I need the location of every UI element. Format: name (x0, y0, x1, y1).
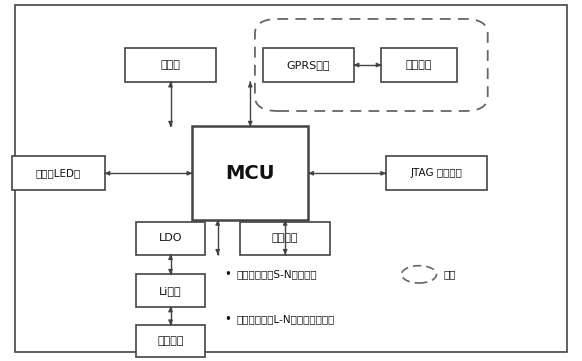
Text: 射频天线: 射频天线 (406, 60, 432, 70)
Text: GPRS模块: GPRS模块 (287, 60, 330, 70)
Text: 射频天线: 射频天线 (272, 233, 299, 243)
Bar (381, 48, 457, 82)
Bar (12, 156, 105, 191)
Text: MCU: MCU (225, 164, 275, 183)
Bar (192, 126, 308, 220)
Bar (240, 222, 331, 255)
Bar (263, 48, 354, 82)
Bar (125, 48, 215, 82)
Text: 部分: 部分 (443, 269, 456, 279)
Text: 传感器: 传感器 (161, 60, 180, 70)
Text: Li电池: Li电池 (159, 286, 182, 296)
Text: •: • (224, 268, 231, 281)
Text: 长距离节点（L-N）包含所有部分: 长距离节点（L-N）包含所有部分 (237, 314, 335, 325)
Text: JTAG 调试接口: JTAG 调试接口 (410, 168, 463, 178)
Bar (136, 325, 205, 357)
Bar (136, 222, 205, 255)
Text: 键盘和LED灯: 键盘和LED灯 (36, 168, 81, 178)
Text: 太阳能板: 太阳能板 (157, 336, 184, 346)
Bar (385, 156, 487, 191)
Bar (136, 274, 205, 307)
Text: 短距离节点（S-N）不包含: 短距离节点（S-N）不包含 (237, 269, 318, 279)
Text: LDO: LDO (159, 233, 182, 243)
Text: •: • (224, 313, 231, 326)
